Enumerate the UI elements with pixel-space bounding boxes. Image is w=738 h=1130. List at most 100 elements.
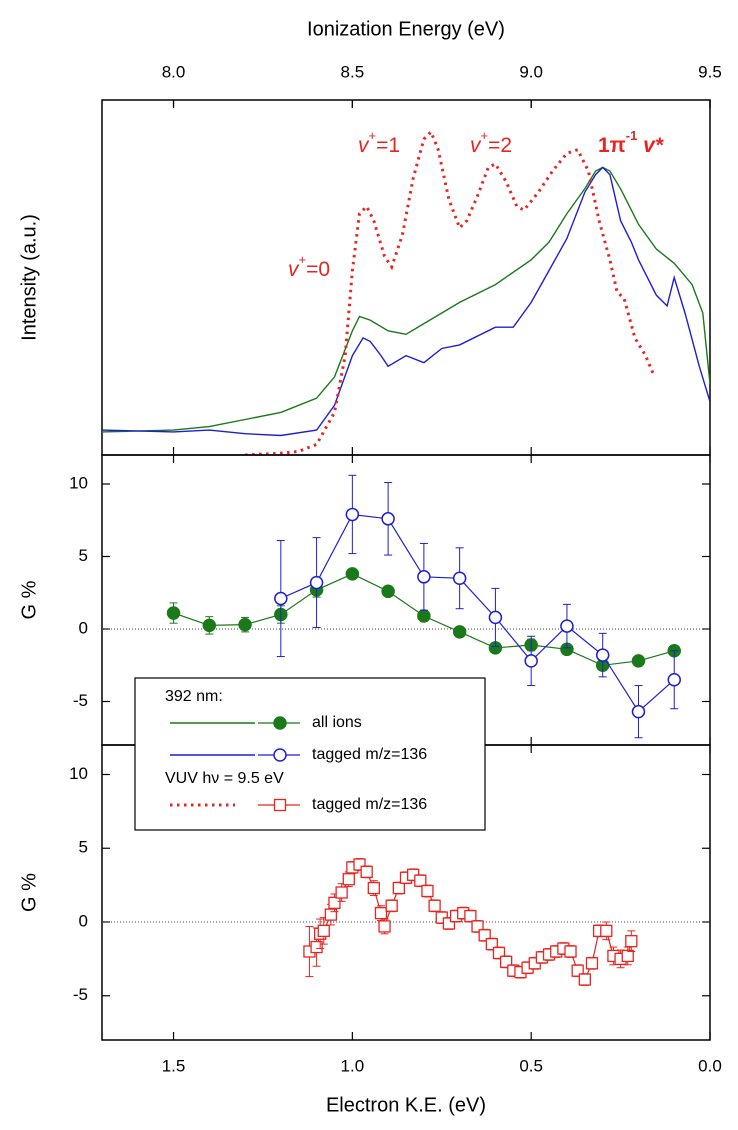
data-point	[392, 881, 405, 895]
annotation-sup: +	[369, 128, 377, 143]
plot-area	[102, 129, 710, 455]
data-point	[317, 924, 330, 937]
data-point	[360, 865, 373, 878]
data-point	[421, 884, 434, 898]
data-point	[428, 899, 441, 912]
data-point	[478, 929, 491, 942]
data-point	[238, 617, 252, 632]
x2-tick-label: 9.5	[698, 62, 722, 81]
legend-marker	[273, 748, 287, 762]
data-point	[442, 917, 456, 930]
y-tick-label: 5	[79, 546, 88, 565]
legend-title: VUV hν = 9.5 eV	[165, 770, 284, 787]
legend-label: tagged m/z=136	[312, 746, 427, 763]
data-point	[367, 881, 380, 895]
data-point	[464, 909, 477, 923]
y-tick-label: 0	[79, 618, 88, 637]
series-line	[280, 513, 675, 713]
data-point	[166, 606, 181, 620]
data-point	[452, 571, 467, 585]
data-point	[342, 873, 355, 886]
data-point	[417, 570, 431, 584]
y-axis-label: G %	[18, 580, 40, 619]
data-point	[452, 625, 467, 639]
annotation-rest: =1	[376, 134, 400, 157]
data-point	[385, 899, 398, 912]
legend-marker	[273, 798, 287, 812]
legend-label: all ions	[312, 714, 362, 731]
legend-title: 392 nm:	[165, 688, 223, 705]
legend-marker	[273, 716, 287, 730]
y-axis-label: Intensity (a.u.)	[18, 214, 40, 341]
data-point	[485, 937, 498, 951]
annotation-base: v	[288, 258, 300, 281]
data-point	[345, 567, 360, 581]
series-line	[245, 129, 656, 455]
data-point	[621, 949, 634, 963]
plot-area	[303, 858, 638, 986]
data-point	[378, 920, 391, 933]
annotation-rest: =2	[488, 134, 512, 157]
data-point	[353, 858, 366, 871]
data-point	[274, 591, 288, 606]
data-point	[585, 957, 599, 970]
legend: 392 nm: all ions tagged m/z=136 VUV hν = 9.…	[134, 677, 486, 831]
data-point	[310, 940, 323, 954]
x-tick-label: 0.5	[519, 1056, 543, 1075]
data-point	[595, 648, 610, 662]
data-point	[309, 575, 324, 590]
data-point	[202, 618, 217, 633]
annotation: v+=0	[288, 252, 330, 280]
data-point	[667, 673, 681, 687]
data-point	[324, 908, 338, 921]
data-point	[600, 924, 613, 937]
y-tick-label: 10	[69, 764, 88, 783]
data-point	[564, 945, 577, 958]
data-point	[488, 610, 503, 625]
data-point	[345, 507, 360, 522]
annotation-sup: +	[299, 252, 307, 267]
x-tick-label: 1.0	[341, 1056, 365, 1075]
data-point	[328, 896, 341, 909]
x-tick-label: 1.5	[162, 1056, 186, 1075]
annotation-base: 1π	[598, 134, 626, 157]
annotation: 1π-1 v*	[598, 128, 664, 156]
series-line	[102, 166, 710, 437]
data-point	[625, 935, 638, 948]
legend-label: tagged m/z=136	[312, 796, 427, 813]
data-point	[414, 874, 427, 887]
x2-axis-label: Ionization Energy (eV)	[307, 18, 505, 40]
x2-tick-label: 8.5	[341, 62, 365, 81]
data-point	[578, 973, 591, 986]
annotation-base: v	[470, 134, 482, 157]
data-point	[571, 964, 584, 977]
annotation: v+=1	[358, 128, 400, 156]
annotation-rest: =0	[306, 258, 330, 281]
annotation-rest: v*	[637, 134, 664, 157]
data-point	[471, 920, 484, 933]
data-point	[335, 886, 348, 899]
data-point	[499, 955, 513, 968]
x-tick-label: 0.0	[698, 1056, 722, 1075]
x2-tick-label: 9.0	[519, 62, 543, 81]
y-axis-label: G %	[18, 873, 40, 912]
y-tick-label: -5	[73, 691, 88, 710]
data-point	[560, 619, 574, 633]
y-tick-label: 10	[69, 473, 88, 492]
annotation-base: v	[358, 134, 370, 157]
series-line	[102, 166, 710, 433]
data-point	[417, 609, 431, 623]
data-point	[631, 704, 646, 719]
x-axis-label: Electron K.E. (eV)	[326, 1094, 486, 1116]
data-point	[381, 512, 395, 526]
data-point	[374, 907, 388, 920]
plot-area	[166, 474, 681, 739]
data-point	[631, 654, 646, 668]
y-tick-label: 5	[79, 838, 88, 857]
data-point	[492, 946, 506, 960]
y-tick-label: 0	[79, 911, 88, 930]
annotation: v+=2	[470, 128, 512, 156]
data-point	[524, 654, 538, 668]
x2-tick-label: 8.0	[162, 62, 186, 81]
